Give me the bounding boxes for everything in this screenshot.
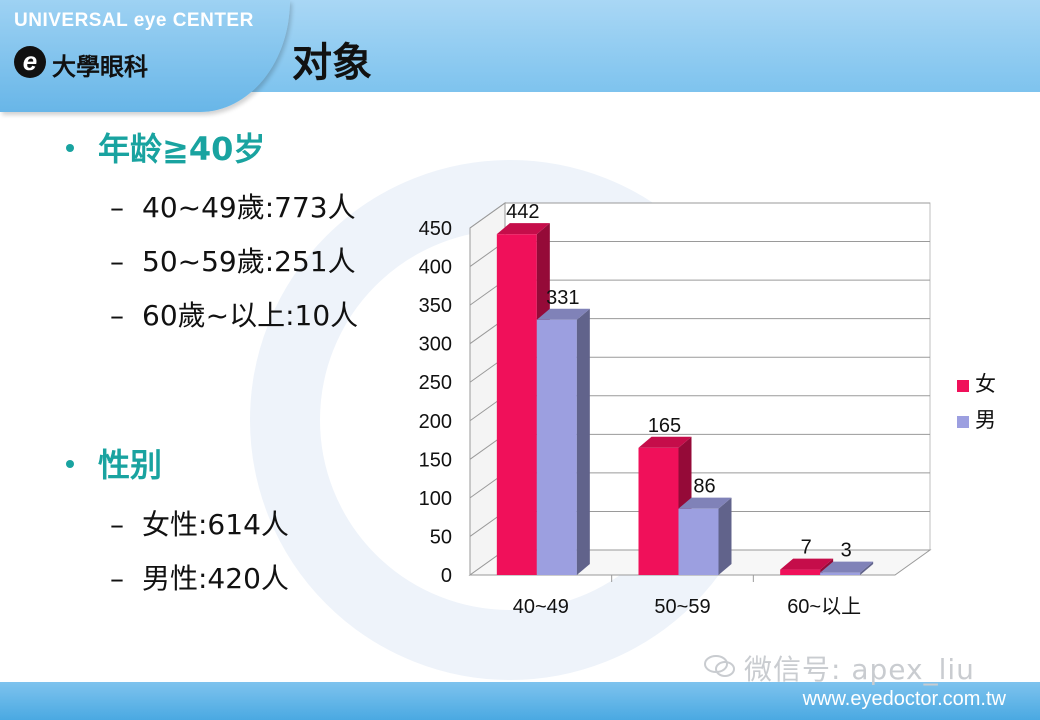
bar-top-女-50~59: [638, 436, 692, 448]
brand-chinese-name: 大學眼科: [52, 53, 148, 81]
gridline: [469, 202, 930, 229]
gender-heading: 性别: [98, 446, 163, 484]
bullet-dot-icon: [66, 460, 74, 468]
data-label: 86: [693, 476, 715, 498]
legend-swatch: [957, 380, 969, 392]
y-tick-label: 400: [419, 257, 452, 279]
dash-icon: –: [110, 191, 124, 224]
x-tick-label: 40~49: [513, 596, 569, 618]
slide-title: 对象: [292, 40, 372, 86]
bar-top-男-60~以上: [820, 561, 874, 573]
y-tick-label: 350: [419, 295, 452, 317]
dash-icon: –: [110, 508, 124, 541]
age-item: –60歲~以上:10人: [110, 294, 358, 334]
data-label: 442: [506, 201, 539, 223]
data-label: 3: [841, 540, 852, 562]
bar-top-男-50~59: [678, 497, 732, 509]
legend-label: 女: [975, 372, 996, 396]
bar-side-男-40~49: [576, 308, 590, 575]
gender-item-text: 女性:614人: [142, 508, 289, 541]
dash-icon: –: [110, 245, 124, 278]
y-tick-label: 0: [441, 565, 452, 587]
legend-swatch: [957, 416, 969, 428]
gender-item: – 女性:614人: [110, 503, 289, 543]
bullet-dot-icon: [66, 144, 74, 152]
y-tick-label: 200: [419, 411, 452, 433]
wechat-icon: [704, 655, 735, 677]
age-item: –40~49歲:773人: [110, 186, 356, 226]
age-heading: 年龄≧40岁: [98, 130, 266, 168]
data-label: 7: [801, 537, 812, 559]
bar-top-女-40~49: [496, 223, 550, 235]
bar-side-男-50~59: [718, 497, 732, 575]
y-tick-label: 300: [419, 334, 452, 356]
y-tick-label: 150: [419, 449, 452, 471]
brand-english-name: UNIVERSAL eye CENTER: [14, 10, 254, 31]
age-item-text: 40~49歲:773人: [142, 191, 356, 224]
gender-item: – 男性:420人: [110, 557, 289, 597]
y-tick-label: 450: [419, 218, 452, 240]
bar-男-60~以上: [820, 572, 861, 575]
footer-url: www.eyedoctor.com.tw: [802, 688, 1006, 710]
y-tick-label: 50: [430, 526, 452, 548]
age-item-text: 60歲~以上:10人: [142, 299, 359, 332]
age-item: –50~59歲:251人: [110, 240, 356, 280]
footer-bar: [0, 682, 1040, 720]
y-tick-label: 100: [419, 488, 452, 510]
bar-top-女-60~以上: [780, 558, 834, 570]
bar-女-60~以上: [780, 569, 821, 575]
bar-男-40~49: [536, 319, 577, 575]
wechat-watermark: 微信号: apex_liu: [744, 653, 975, 686]
dash-icon: –: [110, 562, 124, 595]
gender-item-text: 男性:420人: [142, 562, 289, 595]
bar-女-50~59: [638, 447, 679, 575]
x-tick-label: 50~59: [654, 596, 710, 618]
brand-logo-icon: e: [14, 46, 46, 78]
legend-label: 男: [975, 408, 996, 432]
data-label: 165: [648, 415, 681, 437]
bar-男-50~59: [678, 508, 719, 575]
x-tick-label: 60~以上: [787, 595, 861, 618]
age-item-text: 50~59歲:251人: [142, 245, 356, 278]
bar-side-男-60~以上: [860, 561, 874, 575]
dash-icon: –: [110, 299, 124, 332]
data-label: 331: [546, 287, 579, 309]
y-tick-label: 250: [419, 372, 452, 394]
logo-tab: UNIVERSAL eye CENTER e 大學眼科: [0, 0, 290, 112]
bar-女-40~49: [496, 234, 537, 575]
bar-top-男-40~49: [536, 308, 590, 320]
